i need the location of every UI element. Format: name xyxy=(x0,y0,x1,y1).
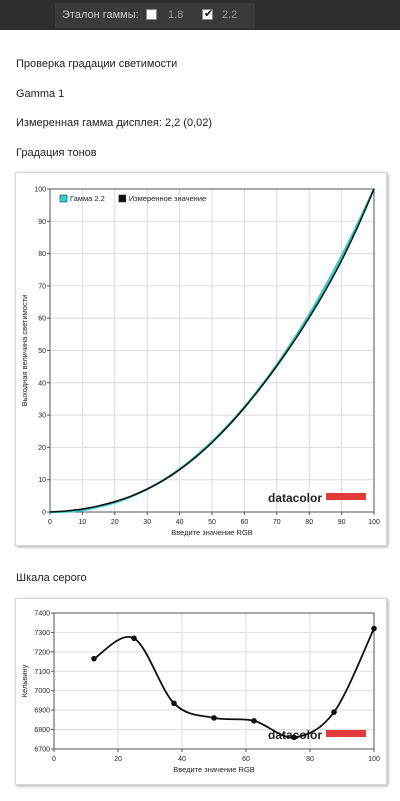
grayscale-svg: 0 20 40 60 80 100 6700 6800 6900 7000 7100 7200 7300… xyxy=(20,611,380,775)
y-tick-label: 6700 xyxy=(34,747,50,754)
gamma-2-2-label[interactable]: 2.2 xyxy=(222,9,238,21)
data-point xyxy=(171,700,177,707)
data-point xyxy=(291,734,297,741)
y-tick-label: 7000 xyxy=(34,688,50,695)
y-tick-label: 10 xyxy=(38,477,46,484)
data-point xyxy=(371,625,377,632)
x-tick-label: 40 xyxy=(176,519,184,526)
x-tick-label: 100 xyxy=(368,756,380,763)
y-tick-label: 6800 xyxy=(34,727,50,734)
x-tick-label: 0 xyxy=(52,756,56,763)
grayscale-heading: Шкала серого xyxy=(16,572,87,584)
gamma-reference-label: Эталон гаммы: xyxy=(62,9,139,21)
x-tick-label: 80 xyxy=(306,756,314,763)
datacolor-logo-bar xyxy=(326,493,366,500)
y-tick-label: 6900 xyxy=(34,708,50,715)
y-tick-label: 7400 xyxy=(34,611,50,618)
x-tick-label: 10 xyxy=(79,519,87,526)
y-tick-label: 70 xyxy=(38,283,46,290)
legend-swatch xyxy=(118,194,127,203)
series-line-2 xyxy=(49,188,375,513)
page-title: Проверка градации светимости xyxy=(16,58,178,70)
x-tick-label: 20 xyxy=(114,756,122,763)
tonal-gradation-svg: 0 10 20 30 40 50 60 70 80 90 100 0 10 20 30 40 50 60 70 80 9… xyxy=(20,187,380,538)
x-axis-label: Введите значение RGB xyxy=(171,528,253,537)
gamma-1-8-checkbox[interactable] xyxy=(146,9,157,20)
grayscale-chart: 0 20 40 60 80 100 6700 6800 6900 7000 7100 7200 7300… xyxy=(15,598,387,785)
data-point xyxy=(251,718,257,724)
x-tick-label: 90 xyxy=(338,519,346,526)
y-tick-label: 7100 xyxy=(34,669,50,676)
y-tick-label: 20 xyxy=(38,445,46,452)
y-tick-label: 80 xyxy=(38,251,46,258)
x-tick-label: 30 xyxy=(143,519,151,526)
x-tick-label: 60 xyxy=(242,756,250,763)
legend-label: Гамма 2.2 xyxy=(70,194,105,203)
y-tick-label: 90 xyxy=(38,219,46,226)
x-tick-label: 0 xyxy=(48,519,52,526)
tonal-gradation-chart: 0 10 20 30 40 50 60 70 80 90 100 0 10 20 30 40 50 60 70 80 9… xyxy=(15,172,387,546)
gamma-1-8-label[interactable]: 1.8 xyxy=(168,9,184,21)
y-tick-label: 100 xyxy=(34,187,46,194)
y-tick-label: 0 xyxy=(42,510,46,517)
x-tick-label: 20 xyxy=(111,519,119,526)
x-tick-label: 60 xyxy=(241,519,249,526)
y-axis-label: Кельвину xyxy=(20,664,29,697)
plot-area xyxy=(53,612,375,750)
y-tick-label: 60 xyxy=(38,316,46,323)
x-tick-label: 50 xyxy=(208,519,216,526)
y-tick-label: 30 xyxy=(38,413,46,420)
data-point xyxy=(131,635,137,642)
check-icon: ✔ xyxy=(204,7,214,20)
data-point xyxy=(331,709,337,715)
legend-label: Измеренное значение xyxy=(129,194,206,203)
x-tick-label: 80 xyxy=(305,519,313,526)
y-tick-label: 7200 xyxy=(34,649,50,656)
tonal-gradation-heading: Градация тонов xyxy=(16,147,97,159)
y-tick-label: 40 xyxy=(38,380,46,387)
x-tick-label: 40 xyxy=(178,756,186,763)
series-line-1 xyxy=(93,628,375,739)
measured-gamma: Измеренная гамма дисплея: 2,2 (0,02) xyxy=(16,117,213,129)
gamma-2-2-checkbox[interactable]: ✔ xyxy=(202,7,214,20)
y-tick-label: 50 xyxy=(38,348,46,355)
x-tick-label: 70 xyxy=(273,519,281,526)
legend-swatch xyxy=(59,194,68,203)
data-point xyxy=(91,655,97,662)
display-name: Gamma 1 xyxy=(16,88,65,100)
datacolor-logo-bar xyxy=(326,730,366,737)
x-tick-label: 100 xyxy=(368,519,380,526)
data-point xyxy=(211,715,217,721)
x-axis-label: Введите значение RGB xyxy=(173,765,255,774)
y-tick-label: 7300 xyxy=(34,630,50,637)
y-axis-label: Выходная величина светимости xyxy=(20,295,29,407)
datacolor-logo-text: datacolor xyxy=(268,491,322,505)
top-bar: Эталон гаммы: 1.8 ✔ 2.2 xyxy=(0,0,400,30)
